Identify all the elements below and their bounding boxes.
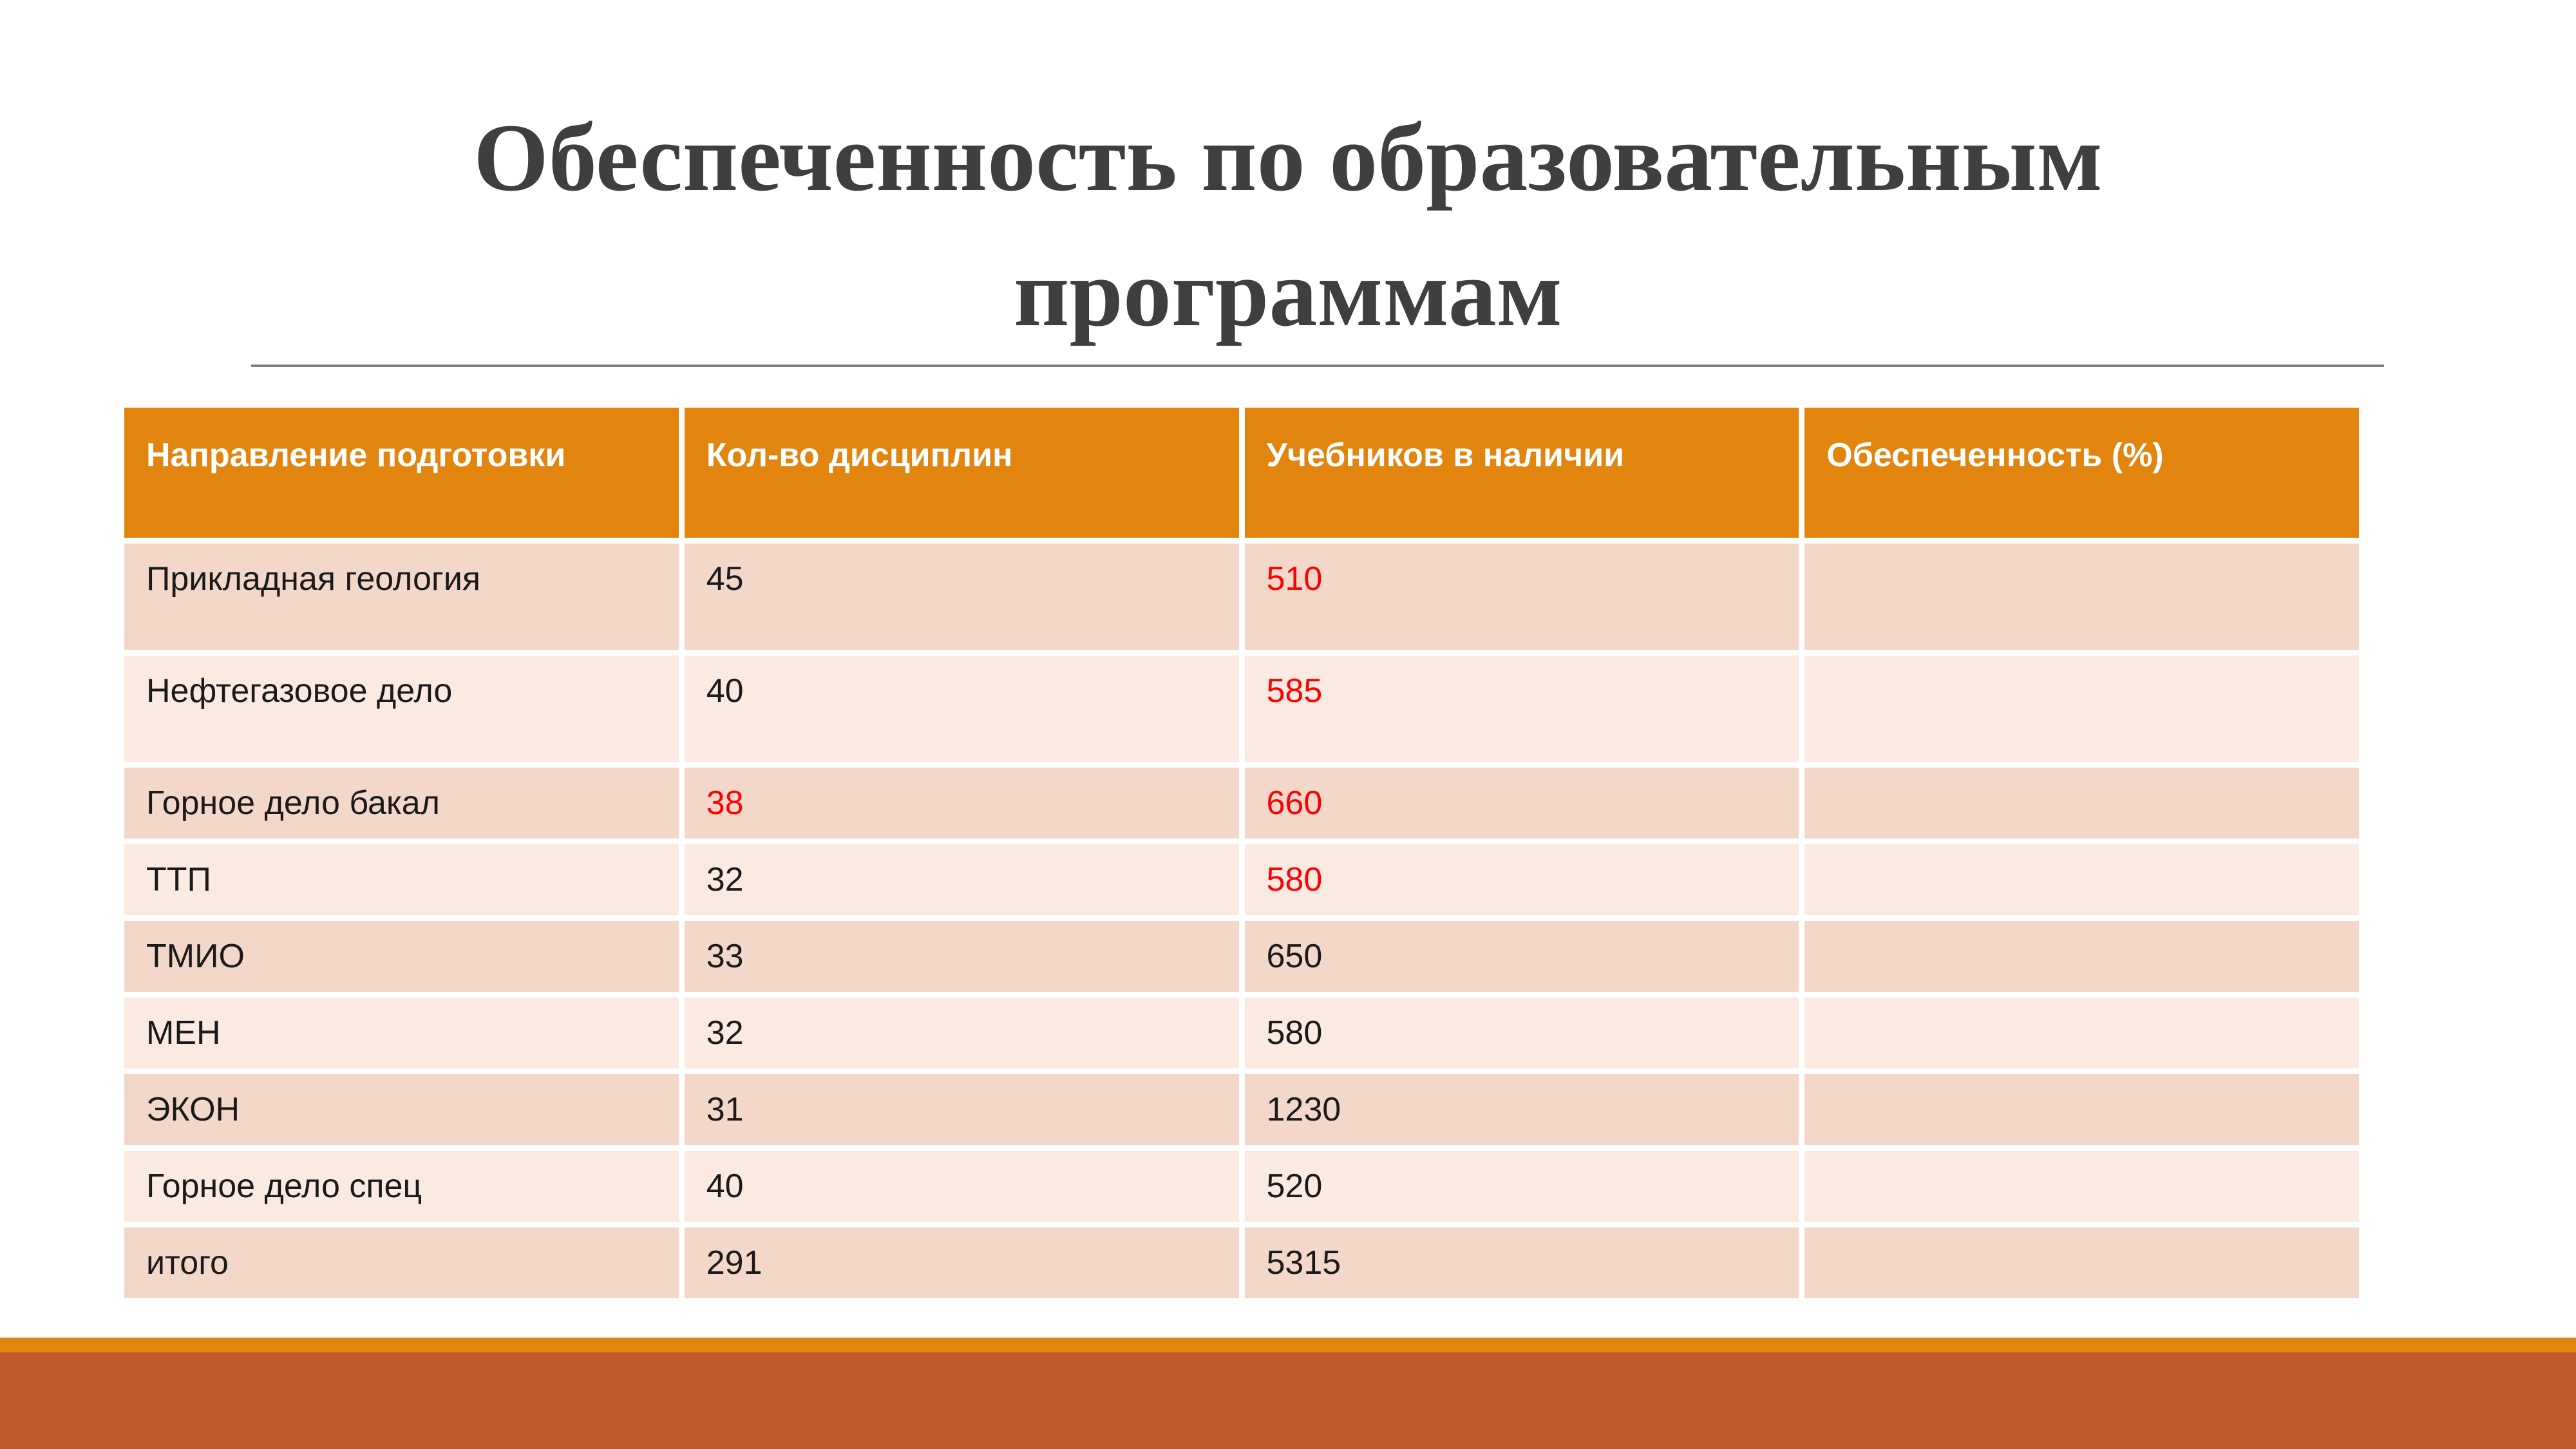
footer-orange-bar [0,1338,2576,1352]
row-provision-cell [1804,921,2359,992]
row-provision-cell [1804,1227,2359,1298]
row-disciplines-cell: 40 [684,656,1239,762]
header-cell-provision: Обеспеченность (%) [1804,408,2359,538]
row-name-cell: Горное дело спец [124,1151,679,1222]
header-cell-textbooks: Учебников в наличии [1244,408,1799,538]
row-name-cell: Нефтегазовое дело [124,656,679,762]
row-textbooks-cell: 580 [1244,998,1799,1068]
row-name-cell: Прикладная геология [124,544,679,650]
row-textbooks-cell: 510 [1244,544,1799,650]
row-textbooks-cell: 5315 [1244,1227,1799,1298]
row-name-cell: итого [124,1227,679,1298]
row-name-cell: ТМИО [124,921,679,992]
title-divider [251,365,2384,367]
row-provision-cell [1804,1074,2359,1145]
row-disciplines-cell: 31 [684,1074,1239,1145]
row-disciplines-cell: 38 [684,768,1239,838]
row-provision-cell [1804,1151,2359,1222]
row-name-cell: ТТП [124,844,679,915]
row-name-cell: ЭКОН [124,1074,679,1145]
row-textbooks-cell: 580 [1244,844,1799,915]
row-name-cell: Горное дело бакал [124,768,679,838]
row-name-cell: МЕН [124,998,679,1068]
provision-table: Направление подготовки Кол-во дисциплин … [124,408,2359,1298]
row-textbooks-cell: 520 [1244,1151,1799,1222]
row-textbooks-cell: 1230 [1244,1074,1799,1145]
row-disciplines-cell: 291 [684,1227,1239,1298]
header-cell-disciplines: Кол-во дисциплин [684,408,1239,538]
row-provision-cell [1804,544,2359,650]
row-provision-cell [1804,844,2359,915]
header-cell-direction: Направление подготовки [124,408,679,538]
row-disciplines-cell: 32 [684,844,1239,915]
row-provision-cell [1804,768,2359,838]
row-disciplines-cell: 40 [684,1151,1239,1222]
row-disciplines-cell: 45 [684,544,1239,650]
row-provision-cell [1804,656,2359,762]
row-textbooks-cell: 585 [1244,656,1799,762]
footer-rust-bar [0,1352,2576,1449]
row-textbooks-cell: 660 [1244,768,1799,838]
row-textbooks-cell: 650 [1244,921,1799,992]
row-disciplines-cell: 32 [684,998,1239,1068]
row-provision-cell [1804,998,2359,1068]
slide-title: Обеспеченность по образовательным програ… [473,104,2103,346]
row-disciplines-cell: 33 [684,921,1239,992]
